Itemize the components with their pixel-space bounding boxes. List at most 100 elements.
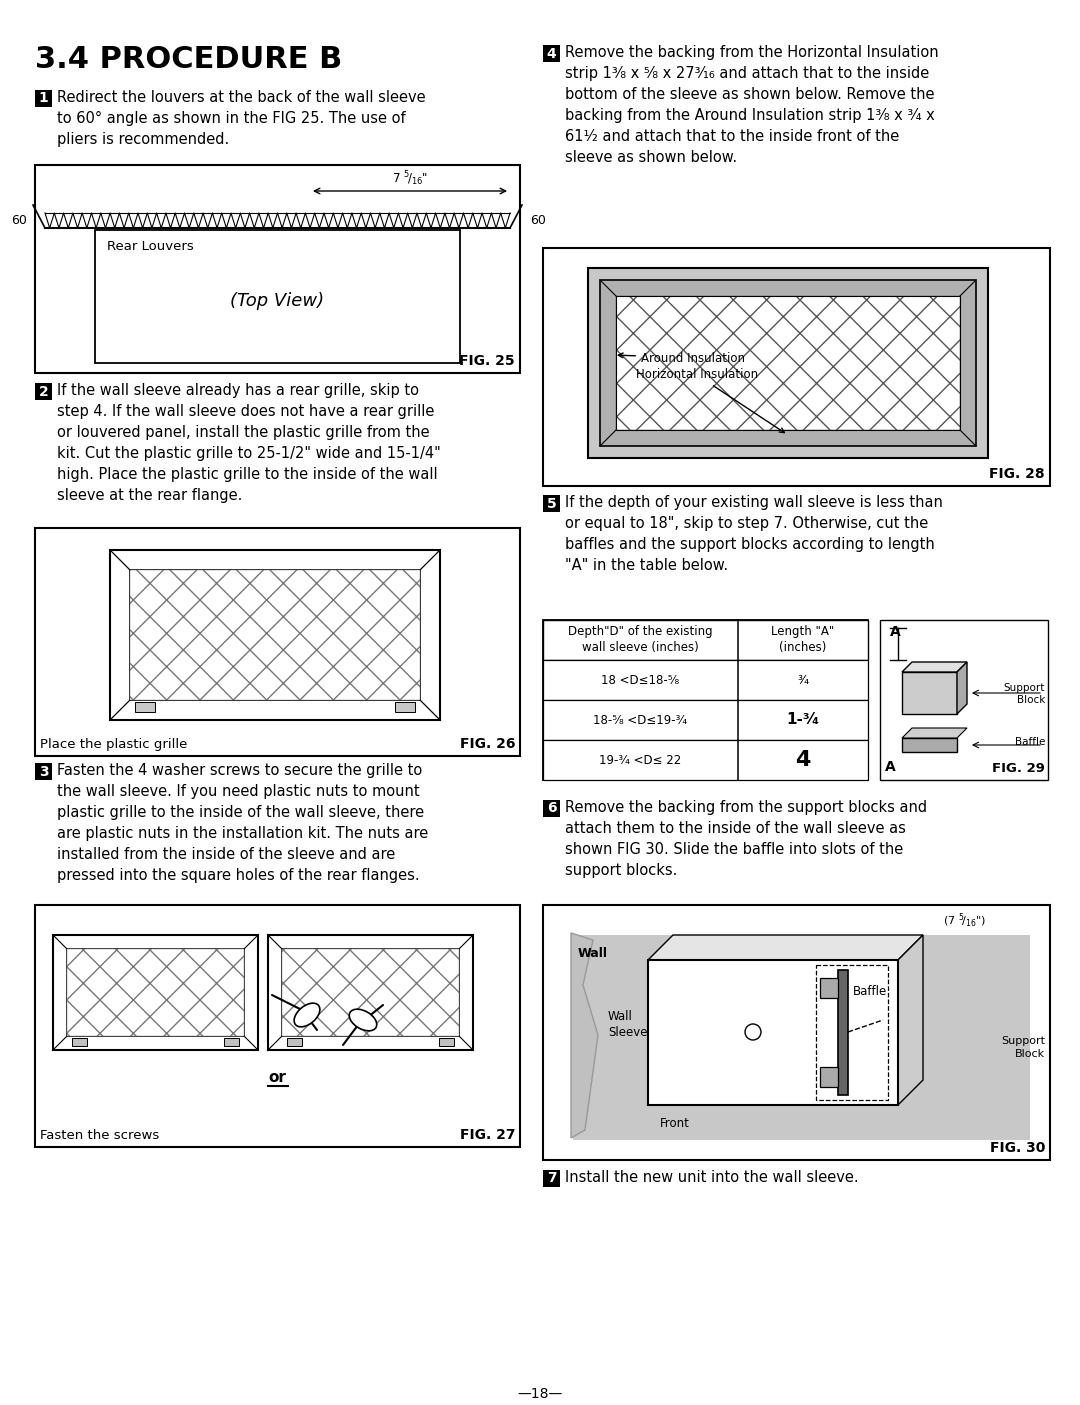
Bar [616,296,960,430]
Text: A: A [890,625,901,639]
Text: FIG. 27: FIG. 27 [459,1128,515,1142]
Text: ³⁄₄: ³⁄₄ [797,673,809,687]
Text: or: or [269,1071,286,1085]
Polygon shape [573,934,1030,1139]
Text: 5: 5 [546,496,556,510]
Text: 60: 60 [530,214,545,228]
Text: 7: 7 [546,1172,556,1186]
Text: Fasten the screws: Fasten the screws [40,1130,159,1142]
Text: Fasten the 4 washer screws to secure the grille to
the wall sleeve. If you need : Fasten the 4 washer screws to secure the… [57,763,429,882]
Text: 6: 6 [546,801,556,815]
Bar [282,948,459,1035]
Bar [820,978,838,998]
Bar [395,702,415,712]
Text: FIG. 28: FIG. 28 [989,466,1045,481]
Text: FIG. 30: FIG. 30 [989,1141,1045,1155]
Text: 19-³⁄₄ <D≤ 22: 19-³⁄₄ <D≤ 22 [599,753,681,767]
Text: 4: 4 [546,46,556,60]
Text: Baffle: Baffle [853,985,888,998]
Bar [543,45,561,62]
Text: 1: 1 [39,91,49,105]
Circle shape [745,1024,761,1040]
Bar [543,620,868,780]
Polygon shape [902,662,967,672]
Bar [438,1038,454,1045]
Text: Rear Louvers: Rear Louvers [107,240,193,253]
Text: 3: 3 [39,764,49,778]
Bar [35,90,52,107]
Text: Remove the backing from the Horizontal Insulation
strip 1³⁄₈ x ⁵⁄₈ x 27³⁄₁₆ and : Remove the backing from the Horizontal I… [565,45,939,164]
Text: A: A [885,760,895,774]
Text: 7 $\mathregular{^5\!/_{16}}$": 7 $\mathregular{^5\!/_{16}}$" [392,169,428,188]
Bar [543,700,868,740]
Bar [67,948,244,1035]
Bar [67,948,244,1035]
Bar [543,905,1050,1161]
Text: Wall: Wall [578,947,608,960]
Bar [543,495,561,511]
Text: Around Insulation: Around Insulation [619,351,745,364]
Text: 1-³⁄₄: 1-³⁄₄ [786,712,820,728]
Polygon shape [902,728,967,738]
Bar [135,702,156,712]
Text: 18 <D≤18-⁵⁄₈: 18 <D≤18-⁵⁄₈ [602,673,679,687]
Text: Baffle: Baffle [1014,738,1045,747]
Text: 2: 2 [39,385,49,399]
Text: —18—: —18— [517,1387,563,1401]
Text: Redirect the louvers at the back of the wall sleeve
to 60° angle as shown in the: Redirect the louvers at the back of the … [57,90,426,148]
Bar [130,570,420,700]
Bar [648,960,897,1104]
Bar [53,934,258,1050]
Text: Remove the backing from the support blocks and
attach them to the inside of the : Remove the backing from the support bloc… [565,799,927,878]
Text: FIG. 25: FIG. 25 [459,354,515,368]
Ellipse shape [294,1003,320,1027]
Bar [35,905,519,1146]
Bar [268,934,473,1050]
Bar [543,740,868,780]
Text: 60: 60 [11,214,27,228]
Text: If the depth of your existing wall sleeve is less than
or equal to 18", skip to : If the depth of your existing wall sleev… [565,495,943,573]
Polygon shape [648,934,923,960]
Bar [287,1038,302,1045]
Bar [35,528,519,756]
Text: (Top View): (Top View) [230,292,325,311]
Text: Support
Block: Support Block [1001,1037,1045,1059]
Bar [838,969,848,1094]
Polygon shape [897,934,923,1104]
Bar [543,660,868,700]
Bar [543,1170,561,1187]
Bar [588,268,988,458]
Text: (7 $\mathregular{^5\!/_{16}}$"): (7 $\mathregular{^5\!/_{16}}$") [943,912,986,930]
Text: FIG. 29: FIG. 29 [993,762,1045,776]
Bar [35,763,52,780]
Bar [902,672,957,714]
Bar [820,1066,838,1087]
Text: 18-⁵⁄₈ <D≤19-³⁄₄: 18-⁵⁄₈ <D≤19-³⁄₄ [593,714,688,726]
Text: Place the plastic grille: Place the plastic grille [40,738,187,752]
Bar [282,948,459,1035]
Text: Horizontal Insulation: Horizontal Insulation [636,368,784,433]
Bar [880,620,1048,780]
Bar [616,296,960,430]
Polygon shape [957,662,967,714]
Text: Support
Block: Support Block [1003,683,1045,705]
Bar [110,549,440,719]
Text: Wall
Sleeve: Wall Sleeve [608,1010,648,1040]
Bar [72,1038,87,1045]
Polygon shape [571,933,598,1138]
Bar [543,620,868,660]
Text: Depth"D" of the existing
wall sleeve (inches): Depth"D" of the existing wall sleeve (in… [568,625,713,655]
Text: If the wall sleeve already has a rear grille, skip to
step 4. If the wall sleeve: If the wall sleeve already has a rear gr… [57,384,441,503]
Ellipse shape [349,1009,377,1031]
Bar [543,799,561,816]
Bar [35,384,52,400]
Bar [224,1038,239,1045]
Bar [543,249,1050,486]
Bar [95,230,460,362]
Text: Install the new unit into the wall sleeve.: Install the new unit into the wall sleev… [565,1170,859,1184]
Text: 3.4 PROCEDURE B: 3.4 PROCEDURE B [35,45,342,74]
Text: 4: 4 [795,750,811,770]
Text: Front: Front [660,1117,690,1130]
Bar [130,570,420,700]
Text: Length "A"
(inches): Length "A" (inches) [771,625,835,655]
